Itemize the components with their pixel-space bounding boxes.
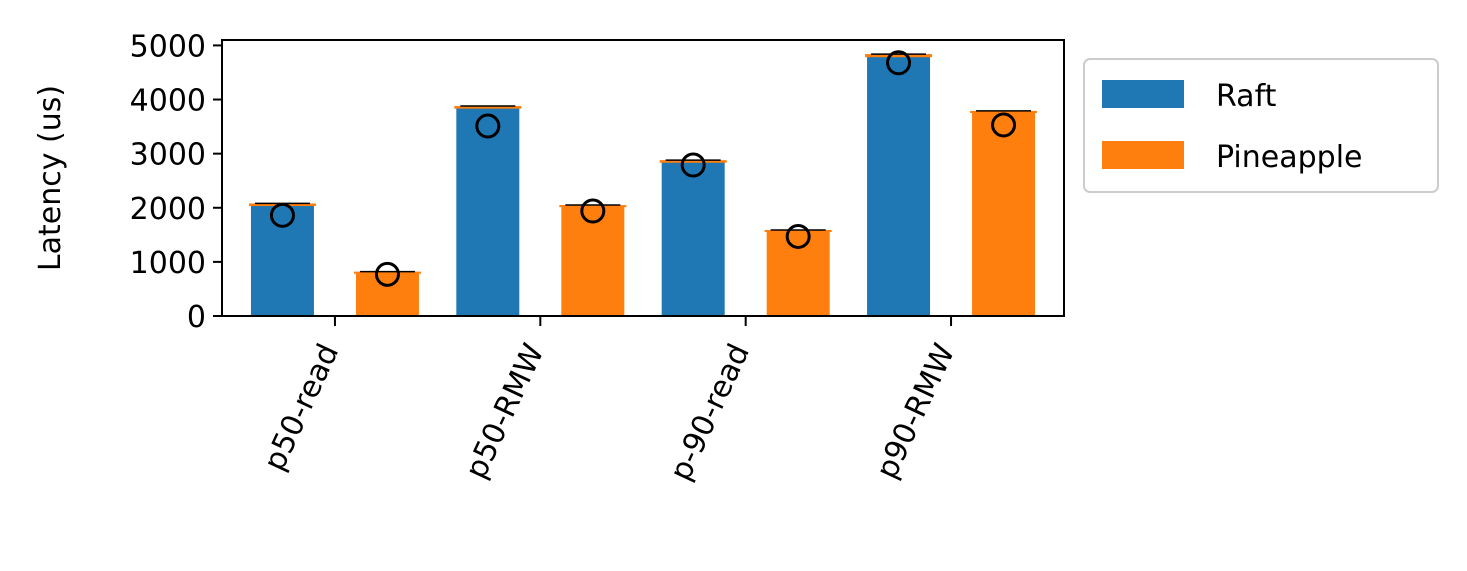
error-cap-pineapple-1: [559, 205, 627, 208]
marker-raft-1: [475, 113, 501, 139]
x-tick-label-3: p90-RMW: [870, 339, 963, 485]
x-tick-label-0: p50-read: [257, 339, 346, 477]
x-tick-label-1: p50-RMW: [459, 339, 552, 485]
marker-pineapple-0: [374, 261, 400, 287]
x-axis: p50-read p50-RMW p-90-read p90-RMW: [257, 316, 962, 486]
legend-swatch-raft: [1102, 80, 1184, 108]
y-tick-label-2: 2000: [130, 192, 206, 227]
error-cap-pineapple-3: [970, 110, 1038, 113]
marker-raft-0: [269, 202, 295, 228]
error-cap-raft-3: [865, 54, 933, 58]
legend-label-raft: Raft: [1216, 79, 1277, 114]
y-tick-label-4: 4000: [130, 84, 206, 119]
marker-pineapple-3: [991, 112, 1017, 138]
marker-pineapple-2: [785, 223, 811, 249]
error-cap-pineapple-0: [353, 271, 421, 274]
markers-layer: [269, 50, 1017, 287]
legend-label-pineapple: Pineapple: [1216, 140, 1363, 175]
y-tick-label-1: 1000: [130, 246, 206, 281]
x-tick-label-2: p-90-read: [663, 339, 757, 487]
y-axis: 0 1000 2000 3000 4000 5000: [130, 29, 222, 335]
bar-pineapple-0: [355, 272, 419, 316]
error-cap-raft-1: [454, 106, 522, 109]
bar-raft-0: [250, 205, 314, 316]
bar-pineapple-3: [972, 111, 1036, 316]
bars-layer: [250, 56, 1036, 317]
y-tick-label-5: 5000: [130, 29, 206, 64]
y-tick-label-3: 3000: [130, 138, 206, 173]
y-tick-label-0: 0: [187, 300, 206, 335]
plot-frame: [221, 39, 1065, 317]
legend: Raft Pineapple: [1083, 58, 1439, 193]
marker-pineapple-1: [580, 198, 606, 224]
error-cap-raft-2: [659, 160, 727, 163]
y-axis-label: Latency (us): [33, 85, 68, 271]
marker-raft-2: [680, 152, 706, 178]
marker-raft-3: [886, 50, 912, 76]
bar-raft-1: [456, 107, 520, 316]
bar-pineapple-1: [561, 206, 625, 316]
legend-swatch-pineapple: [1102, 141, 1184, 169]
bar-raft-2: [661, 161, 725, 316]
bar-raft-3: [867, 56, 931, 317]
bar-pineapple-2: [766, 231, 830, 316]
error-cap-pineapple-2: [764, 229, 832, 233]
